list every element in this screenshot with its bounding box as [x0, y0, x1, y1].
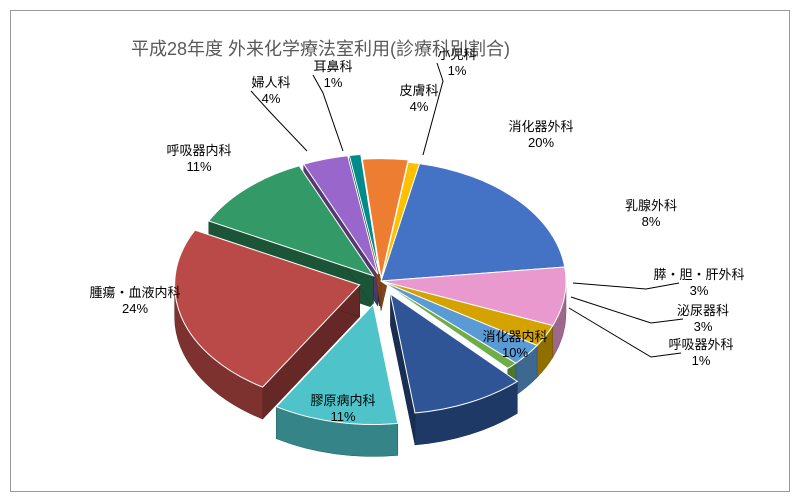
slice-label-pct: 24%	[75, 301, 195, 317]
slice-label: 皮膚科4%	[359, 83, 479, 114]
slice-label-name: 小児科	[397, 47, 517, 63]
slice-label: 呼吸器外科1%	[641, 337, 761, 368]
slice-label-name: 膵・胆・肝外科	[639, 267, 759, 283]
slice-label-name: 膠原病内科	[283, 393, 403, 409]
slice-label: 消化器内科10%	[455, 329, 575, 360]
slice-label-pct: 1%	[641, 353, 761, 369]
slice-label-name: 腫瘍・血液内科	[75, 285, 195, 301]
slice-label: 消化器外科20%	[481, 119, 601, 150]
slice-label: 膠原病内科11%	[283, 393, 403, 424]
slice-label: 膵・胆・肝外科3%	[639, 267, 759, 298]
slice-label-pct: 4%	[211, 91, 331, 107]
slice-label-pct: 1%	[397, 63, 517, 79]
slice-label-name: 泌尿器科	[643, 303, 763, 319]
slice-label-name: 皮膚科	[359, 83, 479, 99]
slice-label: 乳腺外科8%	[591, 198, 711, 229]
slice-label: 呼吸器内科11%	[139, 143, 259, 174]
slice-label-name: 呼吸器内科	[139, 143, 259, 159]
slice-label-name: 乳腺外科	[591, 198, 711, 214]
slice-label-pct: 11%	[139, 159, 259, 175]
slice-label-pct: 3%	[643, 319, 763, 335]
slice-label-name: 耳鼻科	[273, 59, 393, 75]
chart-frame: 平成28年度 外来化学療法室利用(診療科別割合) 消化器外科20%乳腺外科8%膵…	[10, 10, 790, 492]
slice-label: 腫瘍・血液内科24%	[75, 285, 195, 316]
slice-label-pct: 3%	[639, 283, 759, 299]
slice-label: 泌尿器科3%	[643, 303, 763, 334]
slice-label-pct: 4%	[359, 99, 479, 115]
slice-label-pct: 8%	[591, 214, 711, 230]
slice-label-pct: 10%	[455, 345, 575, 361]
slice-label-pct: 20%	[481, 135, 601, 151]
slice-label: 小児科1%	[397, 47, 517, 78]
slice-label-pct: 11%	[283, 409, 403, 425]
slice-label-name: 消化器内科	[455, 329, 575, 345]
slice-label-name: 消化器外科	[481, 119, 601, 135]
slice-label-name: 呼吸器外科	[641, 337, 761, 353]
